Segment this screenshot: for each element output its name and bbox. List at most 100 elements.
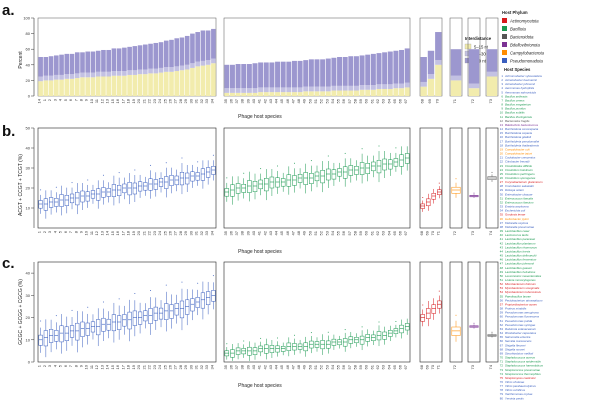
panel-group-frame (38, 128, 216, 228)
x-tick-label: 29 (183, 230, 188, 235)
x-tick-label: 53 (324, 364, 329, 369)
box-outlier (328, 332, 329, 333)
stacked-bar-segment (303, 60, 308, 87)
x-tick-label: 41 (257, 364, 262, 369)
x-tick-label: 23 (152, 98, 157, 103)
stacked-bar-segment (138, 74, 143, 96)
stacked-bar-segment (153, 69, 158, 74)
box-iqr (315, 172, 319, 181)
x-tick-label: 14 (105, 364, 110, 369)
legend-phylum-swatch (502, 58, 507, 63)
stacked-bar-segment (164, 67, 169, 72)
box-iqr (54, 330, 58, 341)
x-tick-label: 67 (403, 364, 408, 369)
box-outlier (213, 155, 214, 156)
stacked-bar-segment (211, 63, 216, 96)
x-tick-label: 69 (427, 98, 432, 103)
x-tick-label: 31 (194, 230, 199, 235)
x-tick-label: 5 (58, 364, 63, 367)
stacked-bar-segment (143, 45, 148, 70)
x-tick-label: 63 (381, 230, 386, 235)
box-iqr (175, 303, 179, 315)
box-iqr (96, 189, 100, 201)
x-tick-label: 58 (352, 230, 357, 235)
legend-interdistance-title: Interdistance (465, 36, 492, 41)
legend-host-phylum: Host Phylum ActinomycetotaBacillotaBacte… (502, 10, 545, 64)
x-tick-label: 6 (63, 230, 68, 233)
x-tick-label: 69 (424, 364, 429, 369)
box-iqr (201, 293, 205, 308)
stacked-bar-segment (315, 91, 320, 96)
stacked-bar-segment (201, 66, 206, 96)
axis-ylabel-a: Percent (18, 51, 24, 69)
x-tick-label: 5 (63, 98, 68, 101)
x-tick-label: 46 (285, 98, 290, 103)
x-tick-label: 27 (173, 98, 178, 103)
box-outlier (72, 182, 73, 183)
stacked-bar-segment (122, 71, 127, 76)
box-outlier (311, 160, 312, 161)
stacked-bar-segment (269, 92, 274, 96)
x-tick-label: 8 (73, 364, 78, 367)
legend-phylum-label: Bdellovibrionota (510, 43, 540, 48)
stacked-bar-segment (326, 87, 331, 92)
stacked-bar-segment (174, 71, 179, 96)
x-tick-label: 62 (375, 230, 380, 235)
stacked-bar-segment (112, 48, 117, 71)
stacked-bar-segment (153, 73, 158, 96)
stacked-bar-segment (281, 87, 286, 92)
box-iqr (432, 305, 436, 314)
stacked-bar-segment (309, 87, 314, 92)
stacked-bar-segment (91, 73, 96, 78)
x-tick-label: 45 (279, 98, 284, 103)
axis-ylabel-c: GCGC + GCGG + CGCG (%) (18, 279, 24, 345)
x-tick-label: 22 (147, 98, 152, 103)
stacked-bar-segment (388, 84, 393, 89)
box-iqr (247, 347, 251, 355)
x-tick-label: 10 (84, 230, 89, 235)
stacked-bar-segment (399, 84, 404, 89)
stacked-bar-segment (428, 74, 434, 79)
x-tick-label: 19 (131, 364, 136, 369)
box-iqr (259, 180, 263, 189)
box-outlier (345, 329, 346, 330)
x-tick-label: 36 (228, 98, 233, 103)
x-tick-label: 45 (279, 364, 284, 369)
stacked-bar-segment (117, 76, 122, 96)
species-name: Yersinia pestis (505, 396, 524, 400)
box-iqr (107, 319, 111, 330)
x-tick-label: 58 (352, 364, 357, 369)
box-outlier (87, 307, 88, 308)
stacked-bar-segment (64, 79, 69, 96)
x-tick-label: 57 (347, 230, 352, 235)
panel-c-label: c. (2, 255, 15, 272)
stacked-bar-segment (309, 91, 314, 96)
stacked-bar-segment (298, 87, 303, 92)
box-iqr (86, 323, 90, 335)
box-iqr (298, 174, 302, 182)
stacked-bar-segment (247, 88, 252, 93)
y-tick-label: 80 (26, 31, 31, 36)
stacked-bar-segment (127, 47, 132, 70)
stacked-bar-segment (487, 77, 498, 97)
box-iqr (154, 180, 158, 190)
x-tick-label: 13 (99, 364, 104, 369)
stacked-bar-segment (371, 85, 376, 90)
x-tick-label: 7 (68, 230, 73, 233)
stacked-bar-segment (49, 56, 54, 76)
box-iqr (185, 173, 189, 184)
species-index: 80 (500, 396, 504, 400)
x-tick-label: 62 (375, 364, 380, 369)
box-outlier (456, 178, 457, 179)
x-tick-label: 13 (105, 98, 110, 103)
box-outlier (294, 163, 295, 164)
box-iqr (230, 350, 234, 358)
x-tick-label: 39 (245, 98, 250, 103)
y-tick-label: 40 (26, 146, 31, 151)
stacked-bar-segment (247, 93, 252, 96)
legend-phylum-swatch (502, 42, 507, 47)
stacked-bar-segment (292, 87, 297, 92)
box-iqr (236, 184, 240, 194)
box-outlier (362, 148, 363, 149)
stacked-bar-segment (315, 87, 320, 92)
